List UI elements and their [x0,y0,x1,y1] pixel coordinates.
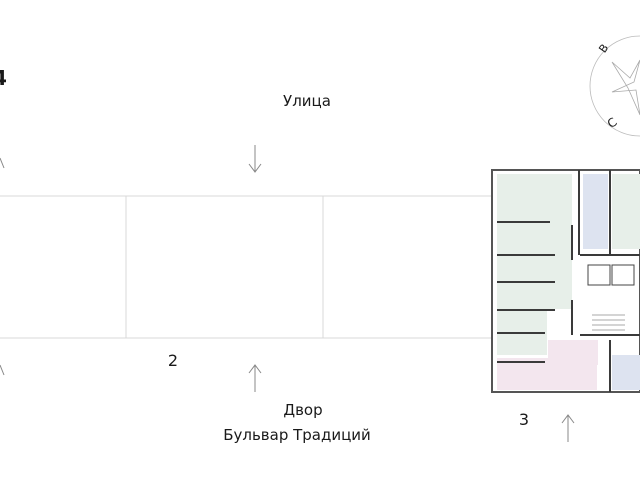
entrance-arrow-icon [0,157,5,169]
entrance-arrow-icon [0,364,5,376]
section-number-2: 2 [167,351,179,370]
yard-label: Двор [283,401,323,419]
boulevard-label: Бульвар Традиций [223,426,371,444]
entrance-arrow-up-icon [248,364,262,392]
entrance-arrow-up-icon [561,414,575,442]
street-label: Улица [283,92,331,110]
section-outline [0,195,492,339]
compass-icon [589,35,640,137]
entrance-arrow-down-icon [248,145,262,173]
section-number-3: 3 [518,410,530,429]
section-number-4: 4 [0,66,7,90]
floor-plan [491,169,640,393]
